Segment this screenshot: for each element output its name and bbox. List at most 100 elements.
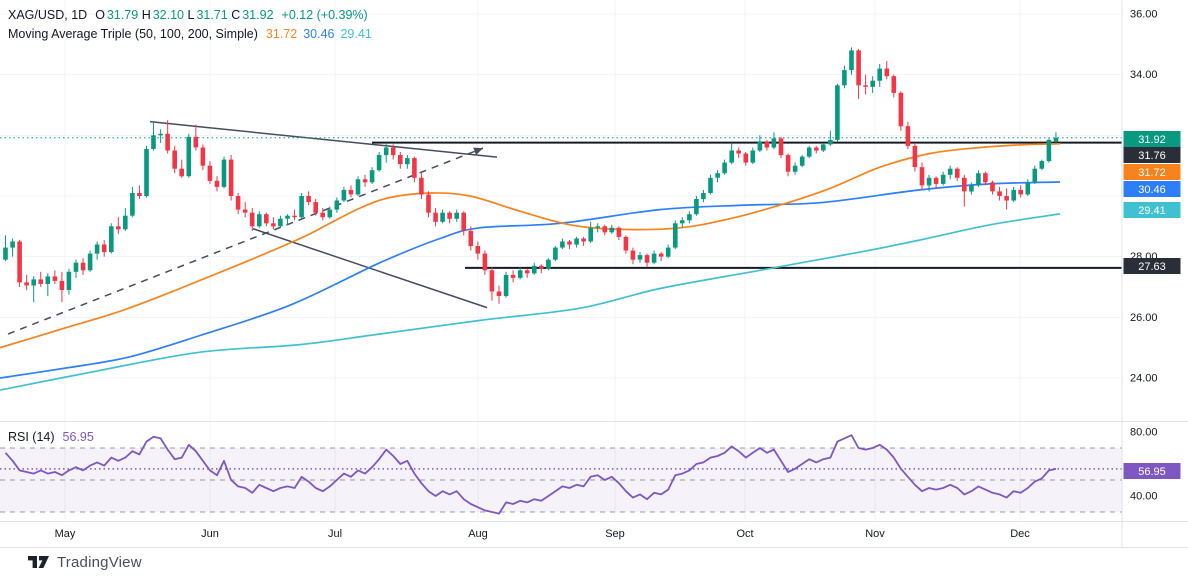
candle[interactable] <box>644 253 650 268</box>
time-axis[interactable]: May Jun Jul Aug Sep Oct Nov Dec <box>55 528 1031 540</box>
rsi-pane[interactable] <box>0 434 1122 515</box>
candle[interactable] <box>186 133 192 178</box>
candle[interactable] <box>524 268 530 278</box>
candle[interactable] <box>45 273 51 297</box>
candle[interactable] <box>66 268 72 295</box>
candle[interactable] <box>863 74 868 95</box>
candle[interactable] <box>362 174 368 187</box>
candle[interactable] <box>581 236 586 246</box>
candle[interactable] <box>609 224 615 234</box>
candle[interactable] <box>715 170 720 183</box>
candle[interactable] <box>687 211 692 224</box>
candle[interactable] <box>1004 188 1009 210</box>
rsi-indicator-label[interactable]: RSI (14) <box>8 430 55 444</box>
candle[interactable] <box>947 165 953 180</box>
candle[interactable] <box>235 193 241 215</box>
candle[interactable] <box>10 238 15 257</box>
candle[interactable] <box>821 142 826 152</box>
candle[interactable] <box>990 180 995 195</box>
candle[interactable] <box>757 135 763 152</box>
candle[interactable] <box>940 171 946 186</box>
candle[interactable] <box>637 252 643 263</box>
candle[interactable] <box>926 174 932 192</box>
candle[interactable] <box>454 209 459 222</box>
candle[interactable] <box>73 259 79 278</box>
candle[interactable] <box>299 193 304 219</box>
candle[interactable] <box>101 240 107 257</box>
candle[interactable] <box>799 155 805 168</box>
candle[interactable] <box>200 144 206 171</box>
candle[interactable] <box>658 252 664 262</box>
candle[interactable] <box>877 64 882 87</box>
candle[interactable] <box>334 197 340 213</box>
candle[interactable] <box>1032 165 1038 184</box>
trendline-ascending-dashed[interactable] <box>7 147 484 335</box>
candle[interactable] <box>355 176 361 196</box>
candle[interactable] <box>193 124 199 151</box>
candle[interactable] <box>1053 132 1059 145</box>
candle[interactable] <box>292 209 297 221</box>
candle[interactable] <box>207 161 213 184</box>
candle[interactable] <box>764 139 770 151</box>
candle[interactable] <box>743 152 749 166</box>
candle[interactable] <box>52 270 58 284</box>
candle[interactable] <box>172 145 177 174</box>
candle[interactable] <box>884 61 890 80</box>
candle[interactable] <box>383 142 389 163</box>
candle[interactable] <box>546 258 551 271</box>
candle[interactable] <box>475 241 481 260</box>
candle[interactable] <box>447 211 452 224</box>
candle[interactable] <box>1039 159 1045 171</box>
candle[interactable] <box>228 155 234 201</box>
candle[interactable] <box>919 162 925 190</box>
candle[interactable] <box>835 83 840 142</box>
candle[interactable] <box>771 132 777 149</box>
candle[interactable] <box>214 176 220 192</box>
candle[interactable] <box>130 186 135 218</box>
candle[interactable] <box>532 262 537 275</box>
candle[interactable] <box>59 271 65 303</box>
candle[interactable] <box>433 208 438 227</box>
trendline-descending-resistance[interactable] <box>149 120 498 158</box>
candle[interactable] <box>482 250 488 275</box>
candle[interactable] <box>750 147 756 165</box>
candle[interactable] <box>249 208 255 231</box>
candle[interactable] <box>144 145 149 198</box>
tradingview-logo[interactable]: TradingView <box>28 553 142 571</box>
candle[interactable] <box>680 217 685 228</box>
candle[interactable] <box>736 147 741 159</box>
candle[interactable] <box>151 121 156 151</box>
candle[interactable] <box>348 185 354 198</box>
candle[interactable] <box>116 217 121 234</box>
candle[interactable] <box>285 214 290 225</box>
candle[interactable] <box>870 76 875 93</box>
candle[interactable] <box>567 240 572 250</box>
candle[interactable] <box>489 267 495 301</box>
candle[interactable] <box>24 274 29 290</box>
candle[interactable] <box>517 267 523 280</box>
candle[interactable] <box>595 223 600 233</box>
candle[interactable] <box>778 136 784 159</box>
candle[interactable] <box>630 247 636 265</box>
candle[interactable] <box>264 212 269 227</box>
candle[interactable] <box>898 91 904 131</box>
candle[interactable] <box>109 223 114 254</box>
candle[interactable] <box>390 144 396 160</box>
candle[interactable] <box>905 121 911 149</box>
candle[interactable] <box>137 185 142 199</box>
candle[interactable] <box>80 258 86 275</box>
ma-line-sma-100[interactable] <box>0 181 1061 379</box>
candle[interactable] <box>955 167 960 181</box>
candle[interactable] <box>785 153 791 177</box>
candle[interactable] <box>560 238 565 250</box>
candle[interactable] <box>369 167 375 184</box>
candle[interactable] <box>165 120 170 154</box>
drawing-horizontal-lines[interactable] <box>372 141 1122 269</box>
candle[interactable] <box>828 130 833 146</box>
candle[interactable] <box>891 74 897 98</box>
candle[interactable] <box>849 47 854 75</box>
candle[interactable] <box>412 156 417 183</box>
candle[interactable] <box>496 285 502 304</box>
candle[interactable] <box>320 208 325 221</box>
